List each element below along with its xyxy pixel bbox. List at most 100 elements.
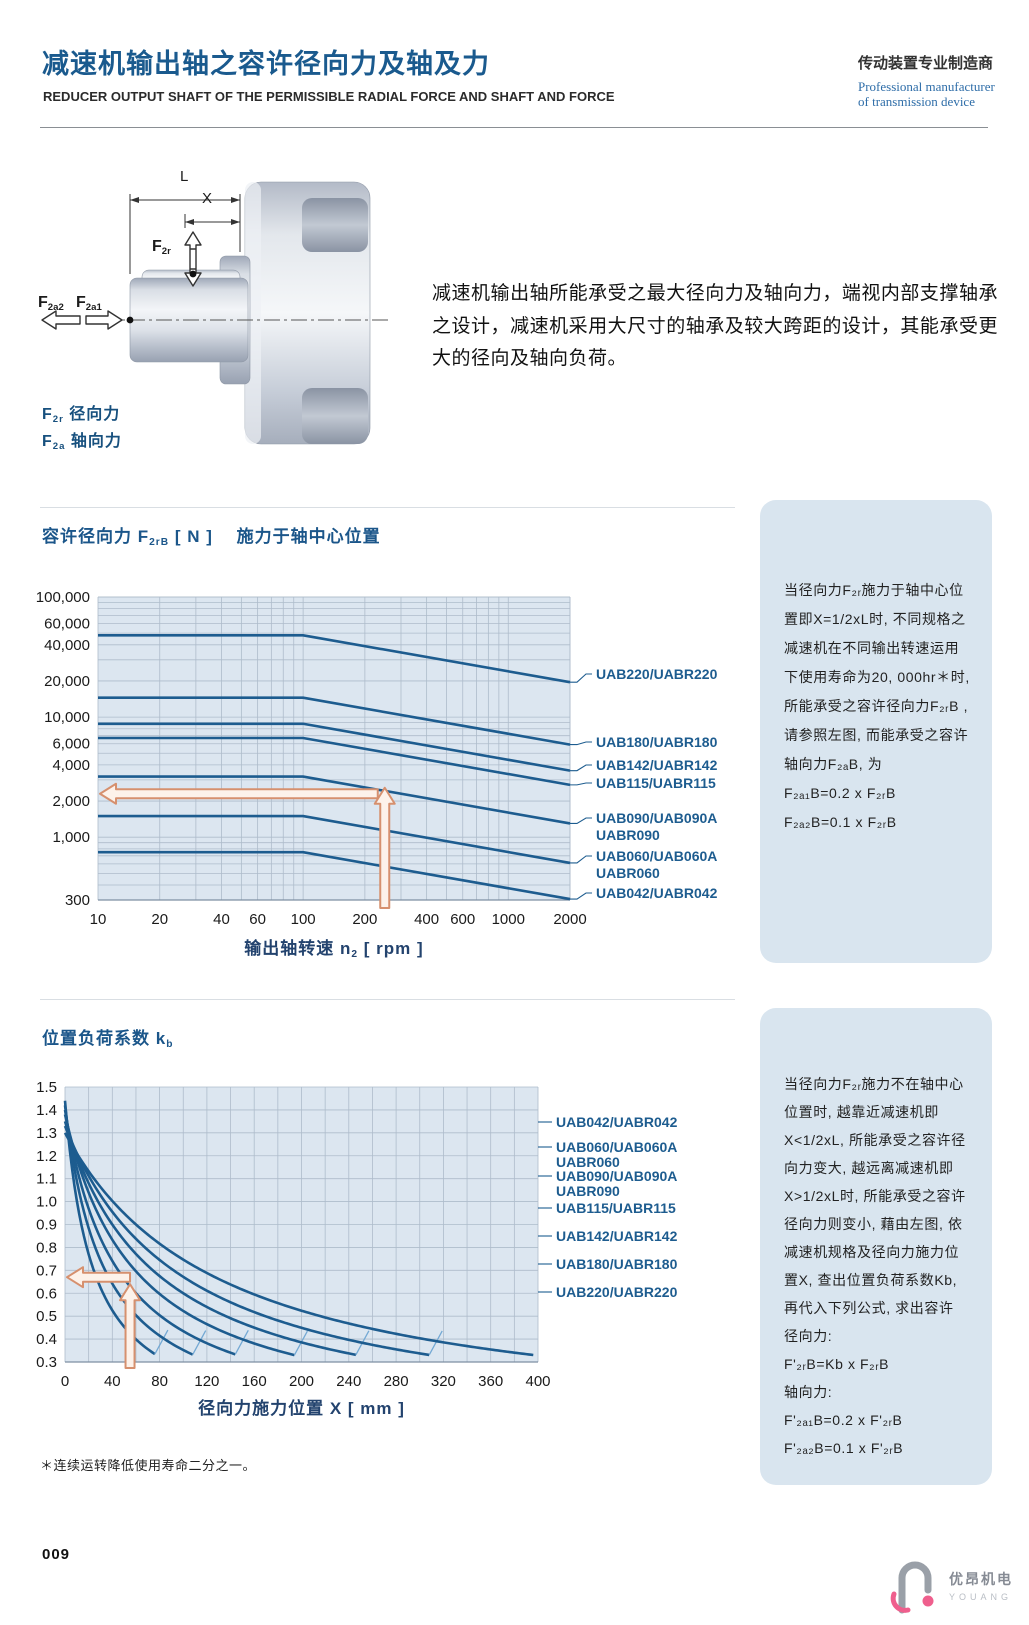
chart2-series-curve (63, 1125, 430, 1357)
note-line: 减速机在不同输出转速运用 (784, 640, 960, 656)
chart2-y-tick-label: 0.8 (36, 1239, 57, 1256)
chart2-y-tick-label: 0.4 (36, 1331, 57, 1348)
series-label-connector (570, 855, 592, 864)
axial-force-1-label: F2a1 (76, 294, 102, 313)
dim-label-L: L (180, 168, 189, 185)
note-line: 下使用寿命为20, 000hr＊时, (784, 669, 970, 685)
example-arrow-horizontal (99, 782, 379, 805)
series-label: UAB060/UAB060A (596, 848, 717, 864)
series-label: UABR090 (596, 827, 660, 843)
series-label: UAB090/UAB090A (556, 1168, 677, 1184)
chart2-title-sub: b (166, 1038, 174, 1050)
curve-end-tick (192, 1330, 207, 1355)
chart2-x-tick-label: 400 (525, 1373, 550, 1390)
series-label-connector (570, 673, 592, 683)
series-label-connector (570, 782, 592, 786)
sidebar-note-load-factor: 当径向力F₂ᵣ施力不在轴中心 位置时, 越靠近减速机即 X<1/2xL, 所能承受之… (760, 1008, 992, 1485)
series-label: UAB142/UABR142 (556, 1228, 678, 1244)
chart2-x-tick-label: 80 (151, 1373, 168, 1390)
chart2-x-tick-label: 160 (242, 1373, 267, 1390)
chart1-x-tick-label: 60 (249, 911, 266, 928)
sidebar-note-2-text: 当径向力F₂ᵣ施力不在轴中心 位置时, 越靠近减速机即 X<1/2xL, 所能承受之… (760, 1008, 992, 1462)
logo-name-en: YOUANG (949, 1591, 1013, 1602)
chart1-x-tick-label: 400 (414, 911, 439, 928)
chart2-x-axis-title: 径向力施力位置 X [ mm ] (198, 1399, 405, 1418)
note-line: 位置时, 越靠近减速机即 (784, 1104, 939, 1120)
chart2-x-tick-label: 360 (478, 1373, 503, 1390)
chart2-y-tick-label: 1.0 (36, 1194, 57, 1211)
note-line: 置X, 查出位置负荷系数Kb, (784, 1272, 958, 1288)
chart1-x-tick-label: 10 (90, 911, 107, 928)
header-divider (40, 127, 988, 128)
note-line: 当径向力F₂ᵣ施力于轴中心位 (784, 582, 964, 598)
chart1-series-line (98, 633, 571, 684)
logo-text: 优昂机电 YOUANG (949, 1569, 1013, 1602)
chart1-y-tick-label: 4,000 (52, 757, 90, 774)
dim-label-X: X (202, 190, 213, 207)
chart1-xlabel-rest: [ rpm ] (358, 939, 424, 958)
chart1-series-line (98, 814, 571, 865)
chart1-x-tick-label: 600 (450, 911, 475, 928)
section-divider-1 (40, 507, 735, 508)
note-line: F'₂ₐ₂B=0.1 x F'₂ᵣB (784, 1440, 904, 1456)
series-label: UAB042/UABR042 (596, 885, 718, 901)
curve-end-tick (428, 1330, 443, 1356)
footnote: ＊连续运转降低使用寿命二分之一。 (40, 1458, 257, 1473)
series-label: UAB220/UABR220 (596, 666, 718, 682)
shaft-flange-drawing (41, 181, 388, 445)
axial-force-arrow-left (41, 310, 81, 330)
chart2-x-tick-label: 320 (431, 1373, 456, 1390)
series-label: UAB115/UABR115 (556, 1200, 676, 1216)
radial-force-sub: 2r (161, 245, 171, 257)
legend-1-sub: 2r (52, 413, 64, 425)
series-label: UAB060/UAB060A (556, 1139, 677, 1155)
note-line: F'₂ᵣB=Kb x F₂ᵣB (784, 1356, 890, 1372)
series-label: UABR090 (556, 1183, 620, 1199)
axial-force-2-symbol: F (38, 294, 48, 311)
sidebar-note-1-text: 当径向力F₂ᵣ施力于轴中心位 置即X=1/2xL时, 不同规格之 减速机在不同输出转… (760, 500, 992, 837)
chart1-y-tick-label: 2,000 (52, 793, 90, 810)
note-line: 径向力: (784, 1328, 833, 1344)
note-line: 径向力则变小, 藉由左图, 依 (784, 1216, 963, 1232)
intro-paragraph: 减速机输出轴所能承受之最大径向力及轴向力，端视内部支撑轴承之设计，减速机采用大尺… (432, 283, 998, 370)
page-number: 009 (42, 1546, 71, 1563)
chart1-xlabel-sub: 2 (351, 948, 359, 960)
axial-force-1-sub: 2a1 (85, 301, 102, 313)
radial-force-symbol: F (152, 238, 162, 255)
series-label-connector (570, 764, 592, 772)
chart1-title-main: 容许径向力 F (42, 527, 150, 546)
chart1-x-tick-label: 2000 (553, 911, 586, 928)
chart2-series-curve (63, 1120, 357, 1357)
legend-radial-force: F2r 径向力 (42, 400, 120, 425)
note-line: X<1/2xL, 所能承受之容许径 (784, 1132, 966, 1148)
legend-axial-force: F2a 轴向力 (42, 427, 122, 452)
chart1-series-line (98, 775, 571, 825)
brand-slogan-en: Professional manufacturer of transmissio… (858, 79, 1018, 109)
legend-1-symbol: F (42, 406, 53, 423)
note-line: F₂ₐ₂B=0.1 x F₂ᵣB (784, 814, 897, 830)
note-line: F'₂ₐ₁B=0.2 x F'₂ᵣB (784, 1412, 903, 1428)
chart1-y-tick-label: 6,000 (52, 736, 90, 753)
radial-force-label: F2r (152, 238, 171, 257)
logo-name-zh: 优昂机电 (949, 1570, 1013, 1587)
chart2-x-tick-label: 280 (384, 1373, 409, 1390)
note-line: 再代入下列公式, 求出容许 (784, 1300, 954, 1316)
axial-force-arrow-right (85, 310, 123, 330)
chart1-y-tick-label: 40,000 (44, 637, 90, 654)
note-line: 当径向力F₂ᵣ施力不在轴中心 (784, 1076, 964, 1092)
chart2-y-tick-label: 0.3 (36, 1354, 57, 1371)
legend-2-symbol: F (42, 433, 53, 450)
chart1-x-tick-label: 20 (151, 911, 168, 928)
chart2-x-tick-label: 0 (61, 1373, 69, 1390)
note-line: 减速机规格及径向力施力位 (784, 1244, 960, 1260)
chart2-y-tick-label: 1.3 (36, 1125, 57, 1142)
chart1-y-tick-label: 100,000 (36, 589, 90, 606)
chart2-y-tick-label: 0.7 (36, 1262, 57, 1279)
note-line: 轴向力: (784, 1384, 833, 1400)
section-divider-2 (40, 999, 735, 1000)
chart1-y-tick-label: 20,000 (44, 673, 90, 690)
chart1-series-line (98, 736, 571, 787)
company-logo: 优昂机电 YOUANG (888, 1556, 1013, 1614)
shaft-center-dot (126, 316, 134, 324)
